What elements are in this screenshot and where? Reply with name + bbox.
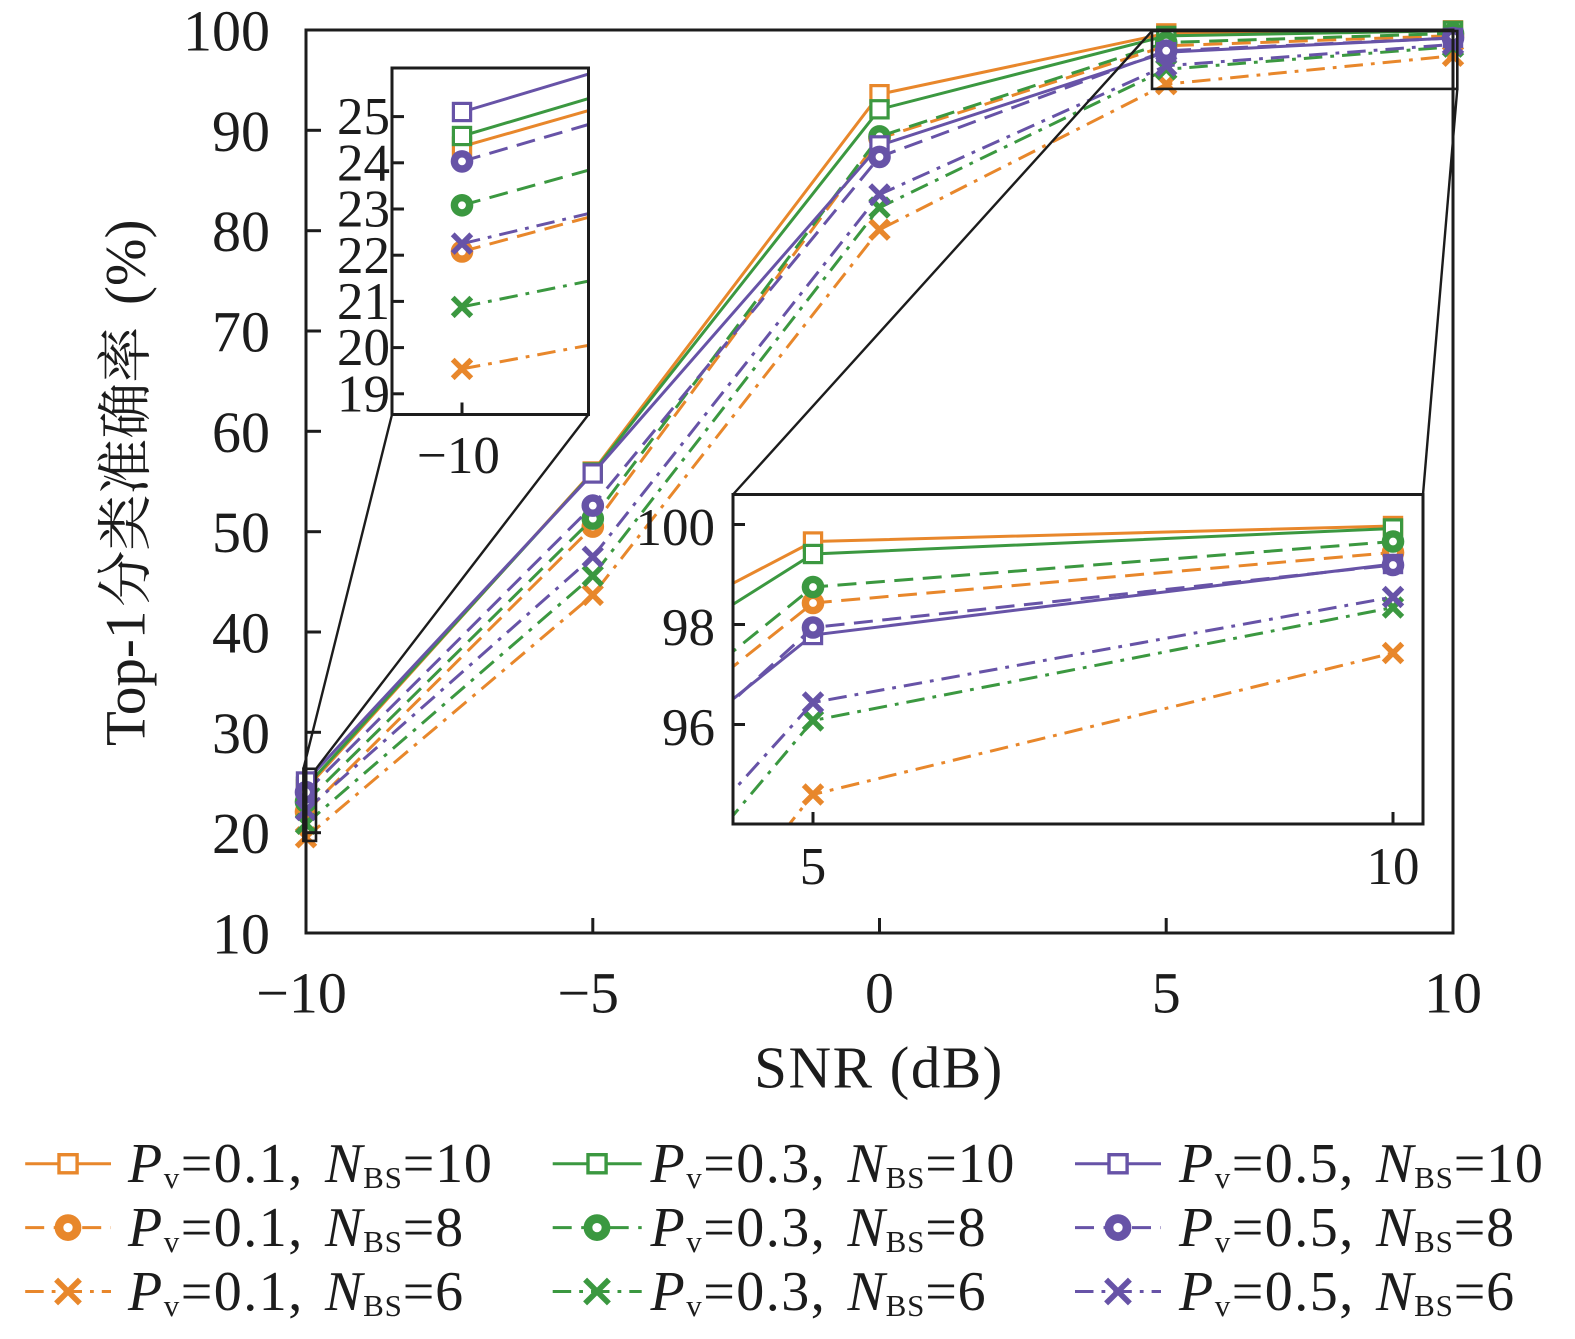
svg-text:Top-1: Top-1 — [95, 611, 158, 746]
svg-text:NBS=10: NBS=10 — [1375, 1133, 1544, 1195]
svg-text:NBS=10: NBS=10 — [324, 1133, 493, 1195]
svg-text:Pv=0.1,: Pv=0.1, — [127, 1133, 304, 1195]
svg-text:−10: −10 — [417, 427, 500, 485]
svg-text:23: 23 — [337, 181, 390, 239]
svg-text:NBS=6: NBS=6 — [1375, 1261, 1515, 1323]
svg-text:70: 70 — [212, 300, 270, 365]
svg-text:20: 20 — [337, 319, 390, 377]
svg-text:80: 80 — [212, 199, 270, 264]
svg-text:10: 10 — [1367, 838, 1420, 896]
svg-text:90: 90 — [212, 99, 270, 164]
svg-text:Pv=0.5,: Pv=0.5, — [1178, 1133, 1355, 1195]
svg-text:98: 98 — [662, 599, 715, 657]
svg-text:30: 30 — [212, 701, 270, 766]
svg-text:20: 20 — [212, 801, 270, 866]
svg-text:50: 50 — [212, 500, 270, 565]
svg-text:−5: −5 — [557, 961, 619, 1026]
svg-text:100: 100 — [183, 0, 270, 64]
svg-text:Pv=0.5,: Pv=0.5, — [1178, 1261, 1355, 1323]
svg-text:NBS=6: NBS=6 — [324, 1261, 464, 1323]
svg-text:10: 10 — [212, 902, 270, 967]
svg-text:19: 19 — [337, 365, 390, 423]
svg-text:NBS=8: NBS=8 — [324, 1197, 464, 1259]
svg-text:5: 5 — [1152, 961, 1181, 1026]
svg-text:NBS=8: NBS=8 — [1375, 1197, 1515, 1259]
svg-text:60: 60 — [212, 400, 270, 465]
svg-text:Pv=0.3,: Pv=0.3, — [650, 1261, 827, 1323]
svg-text:96: 96 — [662, 699, 715, 757]
svg-text:22: 22 — [337, 227, 390, 285]
svg-text:NBS=8: NBS=8 — [847, 1197, 987, 1259]
svg-text:24: 24 — [337, 134, 390, 192]
svg-text:Pv=0.5,: Pv=0.5, — [1178, 1197, 1355, 1259]
svg-text:100: 100 — [636, 499, 716, 557]
svg-text:10: 10 — [1424, 961, 1482, 1026]
svg-text:SNR (dB): SNR (dB) — [754, 1035, 1004, 1101]
svg-text:5: 5 — [800, 838, 827, 896]
svg-text:25: 25 — [337, 88, 390, 146]
svg-text:40: 40 — [212, 601, 270, 666]
svg-text:Pv=0.3,: Pv=0.3, — [650, 1197, 827, 1259]
svg-text:0: 0 — [865, 961, 894, 1026]
svg-text:Pv=0.1,: Pv=0.1, — [127, 1261, 304, 1323]
svg-text:21: 21 — [337, 273, 390, 331]
svg-text:(%): (%) — [95, 220, 158, 305]
svg-text:−10: −10 — [256, 961, 347, 1026]
svg-text:Pv=0.1,: Pv=0.1, — [127, 1197, 304, 1259]
svg-text:Pv=0.3,: Pv=0.3, — [650, 1133, 827, 1195]
svg-text:NBS=6: NBS=6 — [847, 1261, 987, 1323]
svg-text:NBS=10: NBS=10 — [847, 1133, 1016, 1195]
